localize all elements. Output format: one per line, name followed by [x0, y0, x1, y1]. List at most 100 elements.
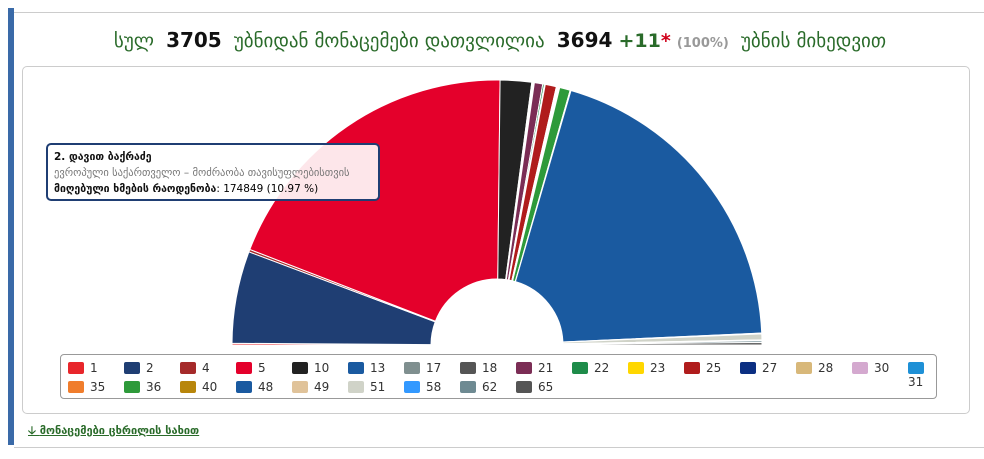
legend-item[interactable]: 23	[628, 361, 665, 375]
legend-label: 40	[202, 380, 218, 394]
total: 3705	[166, 28, 222, 52]
legend-swatch	[628, 362, 644, 374]
legend-label: 35	[90, 380, 106, 394]
legend-swatch	[68, 381, 84, 393]
counted: 3694	[556, 28, 613, 52]
legend-swatch	[404, 362, 420, 374]
legend-item[interactable]: 30	[852, 361, 889, 375]
extra: +11	[618, 30, 661, 52]
legend-label: 49	[314, 380, 330, 394]
legend-label: 48	[258, 380, 274, 394]
legend-label: 13	[370, 361, 386, 375]
legend-swatch	[796, 362, 812, 374]
legend-label: 18	[482, 361, 498, 375]
legend-item[interactable]: 21	[516, 361, 553, 375]
divider	[14, 12, 984, 13]
legend-label: 30	[874, 361, 890, 375]
tooltip: 2. დავით ბაქრაძე ევროპული საქართველო – მ…	[46, 143, 380, 201]
legend-label: 5	[258, 361, 266, 375]
legend-label: 2	[146, 361, 154, 375]
legend-item[interactable]: 18	[460, 361, 497, 375]
legend-item[interactable]: 48	[236, 380, 273, 394]
legend-swatch	[852, 362, 868, 374]
legend-item[interactable]: 1	[68, 361, 98, 375]
legend-swatch	[292, 362, 308, 374]
tooltip-votes-label: მიღებული ხმების რაოდენობა	[54, 183, 217, 195]
legend-label: 10	[314, 361, 330, 375]
legend-label: 28	[818, 361, 834, 375]
slice[interactable]	[514, 89, 763, 343]
header: სულ 3705 უბნიდან მონაცემები დათვლილია 36…	[30, 28, 970, 52]
legend-item[interactable]: 17	[404, 361, 441, 375]
middle: უბნიდან მონაცემები დათვლილია	[233, 30, 545, 52]
legend-label: 65	[538, 380, 554, 394]
legend-item[interactable]: 2	[124, 361, 154, 375]
legend-item[interactable]: 28	[796, 361, 833, 375]
legend-label: 23	[650, 361, 666, 375]
legend-swatch	[908, 362, 924, 374]
legend-item[interactable]: 35	[68, 380, 105, 394]
slice[interactable]	[562, 341, 763, 346]
legend-label: 51	[370, 380, 386, 394]
percent: (100%)	[676, 36, 729, 51]
legend-swatch	[348, 381, 364, 393]
legend-item[interactable]: 13	[348, 361, 385, 375]
legend-item[interactable]: 62	[460, 380, 497, 394]
legend-item[interactable]: 31	[908, 361, 936, 389]
legend-item[interactable]: 22	[572, 361, 609, 375]
link-text[interactable]: მონაცემები ცხრილის სახით	[39, 424, 200, 437]
legend-label: 1	[90, 361, 98, 375]
legend-swatch	[572, 362, 588, 374]
legend-item[interactable]: 51	[348, 380, 385, 394]
chart-box	[22, 66, 970, 414]
legend-swatch	[516, 362, 532, 374]
legend-swatch	[348, 362, 364, 374]
legend-label: 22	[594, 361, 610, 375]
legend-label: 27	[762, 361, 778, 375]
legend-swatch	[124, 381, 140, 393]
tail: უბნის მიხედვით	[740, 30, 887, 52]
legend-swatch	[516, 381, 532, 393]
star: *	[660, 30, 671, 52]
legend-swatch	[292, 381, 308, 393]
legend: 1 2 4 5 10 13 17 18 21 22 23 25 27 28 30 31 35 36 40 48 49 51…	[60, 354, 937, 399]
table-link[interactable]: 🡣 მონაცემები ცხრილის სახით	[28, 424, 200, 437]
legend-label: 58	[426, 380, 442, 394]
total-label: სულ	[113, 30, 154, 52]
legend-swatch	[460, 362, 476, 374]
legend-item[interactable]: 65	[516, 380, 553, 394]
divider	[14, 447, 984, 448]
legend-item[interactable]: 36	[124, 380, 161, 394]
legend-swatch	[180, 362, 196, 374]
legend-swatch	[124, 362, 140, 374]
tooltip-party: ევროპული საქართველო – მოძრაობა თავისუფლე…	[54, 167, 350, 179]
legend-swatch	[684, 362, 700, 374]
legend-label: 25	[706, 361, 722, 375]
legend-item[interactable]: 25	[684, 361, 721, 375]
side-bar	[8, 8, 14, 445]
legend-item[interactable]: 58	[404, 380, 441, 394]
legend-swatch	[236, 362, 252, 374]
legend-swatch	[180, 381, 196, 393]
legend-label: 36	[146, 380, 162, 394]
tooltip-title: 2. დავით ბაქრაძე	[54, 151, 152, 163]
legend-swatch	[740, 362, 756, 374]
legend-swatch	[236, 381, 252, 393]
legend-label: 31	[908, 375, 924, 389]
legend-item[interactable]: 4	[180, 361, 210, 375]
legend-item[interactable]: 27	[740, 361, 777, 375]
legend-item[interactable]: 40	[180, 380, 217, 394]
legend-swatch	[460, 381, 476, 393]
legend-item[interactable]: 10	[292, 361, 329, 375]
legend-label: 17	[426, 361, 442, 375]
tooltip-votes: : 174849 (10.97 %)	[216, 183, 319, 195]
legend-item[interactable]: 5	[236, 361, 266, 375]
legend-label: 21	[538, 361, 554, 375]
legend-swatch	[68, 362, 84, 374]
legend-item[interactable]: 49	[292, 380, 329, 394]
legend-label: 62	[482, 380, 498, 394]
legend-label: 4	[202, 361, 210, 375]
legend-swatch	[404, 381, 420, 393]
